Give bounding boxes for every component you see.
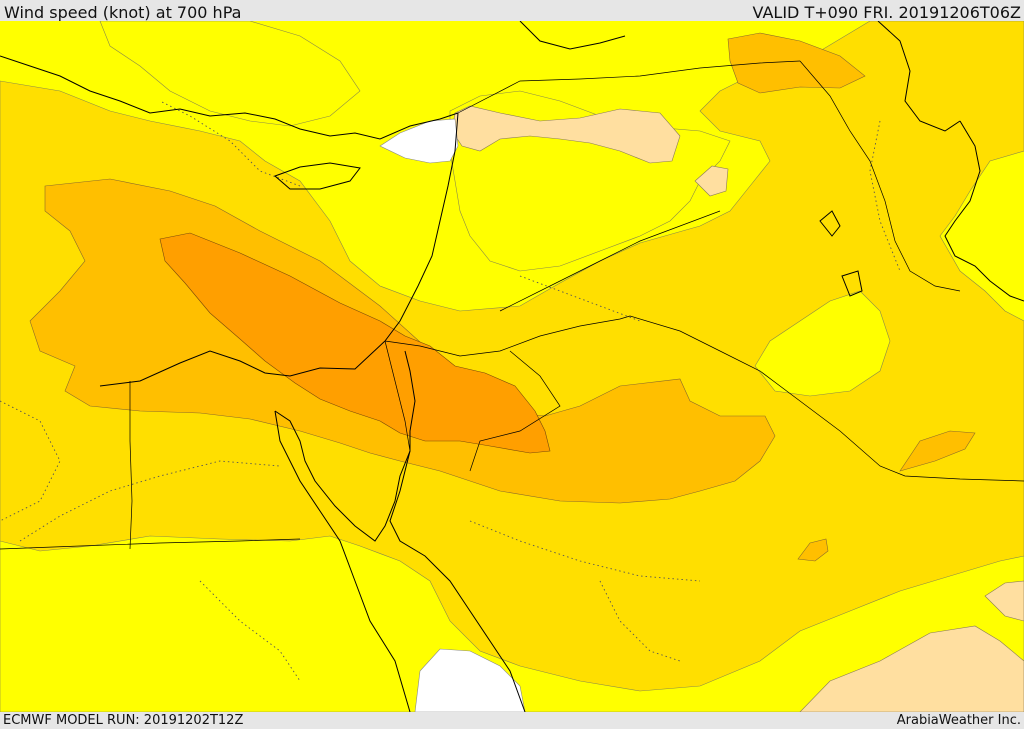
weather-map [0, 21, 1024, 712]
border-jordan-saudi [384, 315, 631, 357]
shading-yellow-southwest [0, 535, 1024, 712]
coastline-levant [384, 112, 459, 342]
dotted-contour-3 [159, 100, 301, 187]
dotted-contours [0, 100, 901, 682]
coastline-island-1 [819, 210, 841, 237]
shading-peach-se [799, 625, 1024, 712]
shading-white-north [379, 118, 459, 164]
shading-yellow-east [754, 290, 891, 397]
map-title: Wind speed (knot) at 700 hPa [4, 3, 242, 22]
coastline-egypt-med [99, 340, 386, 387]
shading-amber-small [797, 538, 829, 562]
credit-label: ArabiaWeather Inc. [896, 713, 1021, 728]
map-header: Wind speed (knot) at 700 hPa VALID T+090… [0, 0, 1024, 22]
shading-orange [159, 232, 551, 454]
shading-amber-east [899, 430, 976, 472]
model-run-label: ECMWF MODEL RUN: 20191202T12Z [3, 713, 244, 728]
dotted-contour-1 [0, 400, 61, 522]
shading-white-south [414, 648, 526, 712]
shading-yellow-northwest [99, 21, 361, 127]
shading-gold [0, 21, 1024, 712]
coastline-island-2 [841, 270, 863, 297]
country-borders [0, 60, 1024, 550]
border-saudi-iraq [629, 315, 1024, 482]
shading-peach-ee [984, 580, 1024, 622]
dotted-contour-8 [199, 580, 301, 682]
border-iran-iraq [799, 60, 961, 292]
shading-amber-ne [727, 32, 866, 94]
coastline-gulf-aqaba [404, 350, 416, 451]
border-turkey-syria [457, 60, 801, 114]
coastline-turkey [0, 55, 459, 140]
coastline-red-sea-east [389, 450, 526, 712]
coastline-black-sea [519, 21, 626, 50]
dotted-contour-5 [469, 520, 701, 582]
coastlines [0, 21, 1024, 712]
coastline-caspian [877, 21, 961, 132]
wind-speed-map [0, 21, 1024, 712]
border-jordan-iraq [469, 350, 561, 472]
border-syria-iraq [499, 210, 721, 312]
border-sinai [384, 340, 411, 452]
coastline-gulf-east [944, 120, 1024, 302]
map-footer: ECMWF MODEL RUN: 20191202T12Z ArabiaWeat… [0, 712, 1024, 729]
dotted-contour-4 [519, 275, 641, 322]
coastline-cyprus [274, 162, 361, 190]
coastline-gulf-suez [274, 410, 411, 542]
coastline-red-sea-west [274, 410, 411, 712]
border-egypt-libya [129, 381, 133, 550]
shading-peach-north [451, 105, 681, 164]
valid-time: VALID T+090 FRI. 20191206T06Z [752, 3, 1021, 22]
shading-peach-east [694, 165, 729, 197]
border-egypt-sudan [0, 538, 301, 550]
